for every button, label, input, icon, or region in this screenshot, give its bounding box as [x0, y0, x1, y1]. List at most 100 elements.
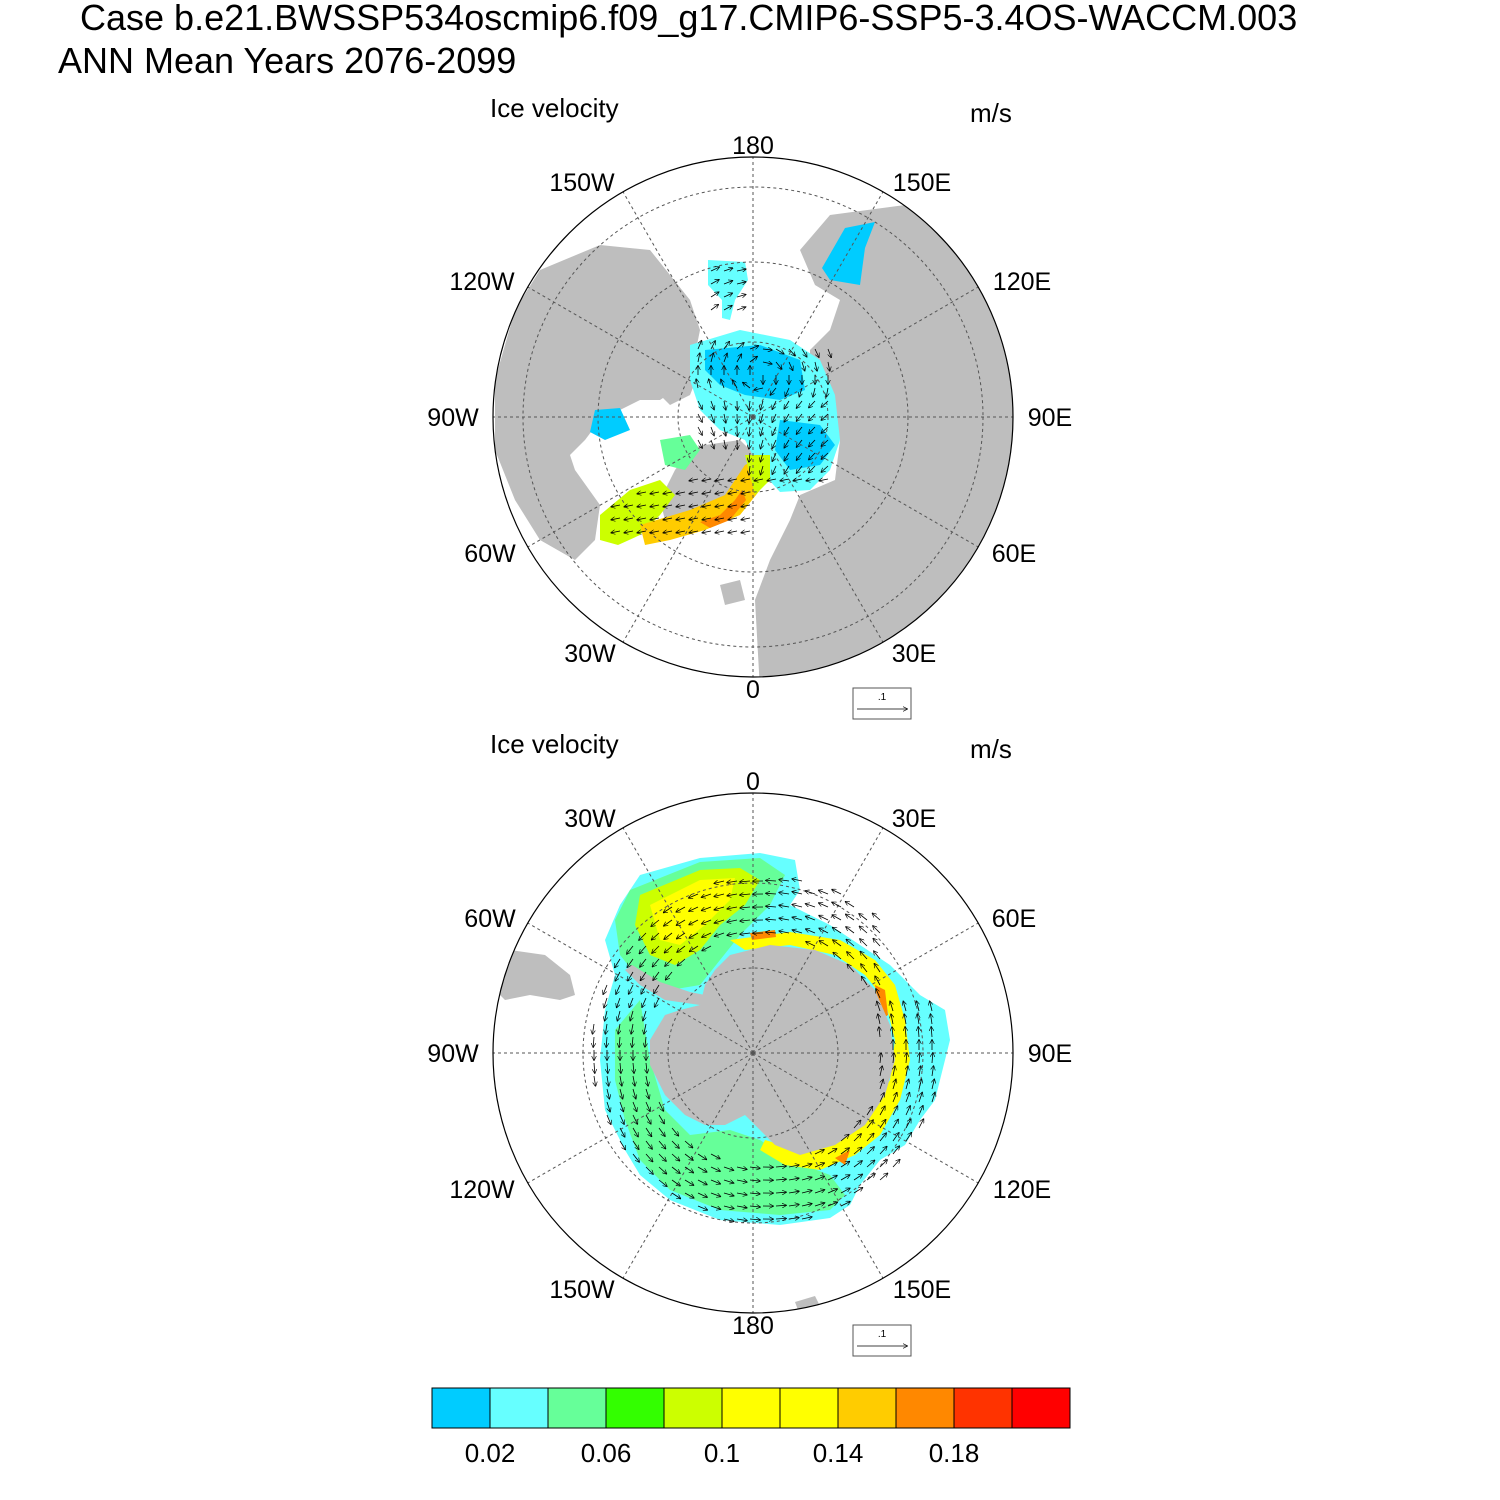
south-velocity-arrow — [873, 939, 881, 947]
north-lon-label-90w: 90W — [427, 404, 479, 432]
north-velocity-arrow — [736, 307, 746, 310]
north-velocity-arrow — [689, 505, 699, 507]
north-meridian — [527, 416, 754, 548]
south-velocity-arrow — [619, 1127, 625, 1137]
south-velocity-arrow — [666, 971, 673, 980]
south-velocity-arrow — [702, 932, 712, 937]
colorbar-tick-label: 0.18 — [929, 1438, 980, 1468]
south-velocity-arrow — [664, 906, 673, 913]
north-velocity-arrow — [715, 505, 725, 507]
south-velocity-arrow — [641, 971, 647, 980]
south-velocity-arrow — [853, 1121, 861, 1129]
south-velocity-arrow — [646, 1088, 649, 1099]
north-velocity-arrow — [702, 479, 712, 481]
south-velocity-arrow — [779, 931, 790, 933]
north-lon-label-180: 180 — [732, 132, 774, 160]
north-velocity-arrow — [698, 353, 700, 363]
north-land-canadian-archipelago — [650, 340, 700, 405]
colorbar-swatch — [547, 1387, 607, 1429]
south-velocity-arrow — [627, 958, 634, 967]
north-meridian — [622, 191, 754, 418]
south-velocity-arrow — [806, 916, 816, 921]
north-meridians — [493, 157, 1013, 677]
north-velocity-arrow — [650, 492, 660, 494]
south-velocity-arrow — [736, 1167, 747, 1169]
north-velocity-arrow — [697, 341, 702, 350]
south-velocity-arrow — [684, 1140, 693, 1148]
south-velocity-arrow — [890, 1001, 893, 1012]
south-velocity-arrow — [866, 1107, 872, 1116]
south-lon-label-0: 0 — [746, 768, 760, 796]
south-velocity-arrow — [827, 1162, 837, 1168]
north-velocity-arrow — [624, 518, 634, 520]
south-velocity-arrow — [814, 1150, 824, 1155]
south-velocity-arrow — [775, 1192, 786, 1193]
south-velocity-arrow — [877, 1002, 881, 1012]
north-velocity-arrow — [715, 479, 725, 481]
north-velocity-arrow — [728, 479, 738, 481]
north-velocity-arrow — [637, 518, 647, 520]
north-velocity-arrow — [711, 353, 713, 363]
north-ice-okhotsk — [822, 222, 875, 285]
north-velocity-arrow — [697, 426, 702, 435]
north-velocity-arrow — [676, 531, 686, 533]
south-velocity-arrow — [607, 1075, 609, 1086]
north-velocity-arrow — [754, 388, 764, 390]
south-velocity-arrow — [779, 918, 790, 920]
north-reference-vector-label: .1 — [878, 692, 887, 703]
south-velocity-arrow — [833, 928, 842, 934]
north-velocity-arrow — [741, 518, 751, 520]
south-velocity-arrow — [814, 1163, 824, 1168]
south-velocity-arrow — [853, 1148, 862, 1155]
south-velocity-arrow — [792, 892, 803, 894]
north-velocity-arrow — [802, 361, 805, 371]
north-velocity-arrow — [702, 505, 712, 507]
north-map-boundary — [492, 156, 1014, 678]
south-velocity-arrow — [697, 1166, 707, 1172]
south-velocity-arrow — [833, 953, 842, 960]
north-velocity-arrow — [676, 518, 686, 520]
colorbar-swatch — [837, 1387, 897, 1429]
north-velocity-arrow — [801, 348, 807, 357]
south-lon-label-90w: 90W — [427, 1040, 479, 1068]
south-velocity-arrow — [866, 1174, 875, 1181]
north-velocity-arrow — [689, 531, 699, 533]
south-reference-vector-label: .1 — [878, 1329, 887, 1340]
south-velocity-arrow — [677, 932, 686, 939]
south-velocity-arrow — [617, 1010, 620, 1021]
north-meridian — [622, 416, 754, 643]
south-velocity-arrow — [643, 1010, 646, 1021]
south-velocity-arrow — [593, 1036, 594, 1047]
south-velocity-arrow — [632, 1140, 639, 1149]
south-velocity-arrow — [892, 1106, 898, 1116]
south-velocity-arrow — [702, 919, 712, 924]
south-velocity-arrow — [749, 1167, 760, 1168]
south-velocity-arrow — [862, 977, 868, 986]
south-velocity-arrow — [846, 902, 855, 908]
south-velocity-arrow — [655, 997, 660, 1007]
south-velocity-arrow — [646, 1075, 648, 1086]
north-velocity-arrow — [650, 505, 660, 507]
south-velocity-arrow — [617, 997, 621, 1007]
south-velocity-arrow — [723, 1193, 734, 1196]
south-velocity-arrow — [632, 1114, 637, 1124]
south-meridian — [527, 1052, 754, 1184]
south-velocity-arrow — [615, 958, 621, 968]
south-map-boundary — [492, 792, 1014, 1314]
south-meridian — [622, 827, 754, 1054]
north-velocity-arrow — [711, 413, 714, 423]
south-velocity-arrow — [749, 1219, 760, 1220]
south-lon-label-30w: 30W — [564, 805, 616, 833]
north-velocity-arrow — [749, 426, 750, 436]
north-velocity-arrow — [697, 413, 702, 422]
south-velocity-arrow — [905, 1119, 911, 1129]
north-ice-fram-strait — [745, 455, 770, 495]
north-velocity-arrow — [723, 306, 732, 311]
south-velocity-arrow — [629, 997, 634, 1007]
south-velocity-arrow — [630, 1010, 633, 1021]
south-velocity-arrow — [814, 1190, 824, 1194]
north-velocity-arrow — [611, 531, 621, 533]
south-velocity-arrow — [919, 1079, 922, 1090]
south-velocity-arrow — [618, 1023, 620, 1034]
colorbar-tick-label: 0.14 — [813, 1438, 864, 1468]
